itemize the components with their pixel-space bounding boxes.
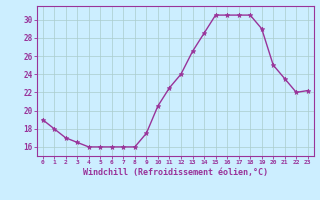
X-axis label: Windchill (Refroidissement éolien,°C): Windchill (Refroidissement éolien,°C) [83, 168, 268, 177]
